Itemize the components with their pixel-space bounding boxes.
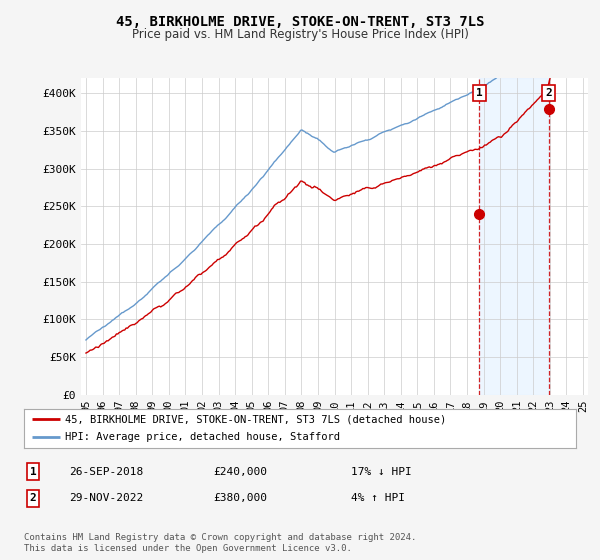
Text: 4% ↑ HPI: 4% ↑ HPI <box>351 493 405 503</box>
Text: £240,000: £240,000 <box>213 466 267 477</box>
Text: £380,000: £380,000 <box>213 493 267 503</box>
Text: 26-SEP-2018: 26-SEP-2018 <box>69 466 143 477</box>
Text: 1: 1 <box>29 466 37 477</box>
Text: 17% ↓ HPI: 17% ↓ HPI <box>351 466 412 477</box>
Text: HPI: Average price, detached house, Stafford: HPI: Average price, detached house, Staf… <box>65 432 340 442</box>
Text: 45, BIRKHOLME DRIVE, STOKE-ON-TRENT, ST3 7LS (detached house): 45, BIRKHOLME DRIVE, STOKE-ON-TRENT, ST3… <box>65 414 446 424</box>
Text: 1: 1 <box>476 88 483 98</box>
Text: 2: 2 <box>545 88 552 98</box>
Text: 29-NOV-2022: 29-NOV-2022 <box>69 493 143 503</box>
Text: 45, BIRKHOLME DRIVE, STOKE-ON-TRENT, ST3 7LS: 45, BIRKHOLME DRIVE, STOKE-ON-TRENT, ST3… <box>116 15 484 29</box>
Bar <box>479 78 548 395</box>
Text: Contains HM Land Registry data © Crown copyright and database right 2024.
This d: Contains HM Land Registry data © Crown c… <box>24 533 416 553</box>
Text: 2: 2 <box>29 493 37 503</box>
Text: Price paid vs. HM Land Registry's House Price Index (HPI): Price paid vs. HM Land Registry's House … <box>131 28 469 41</box>
